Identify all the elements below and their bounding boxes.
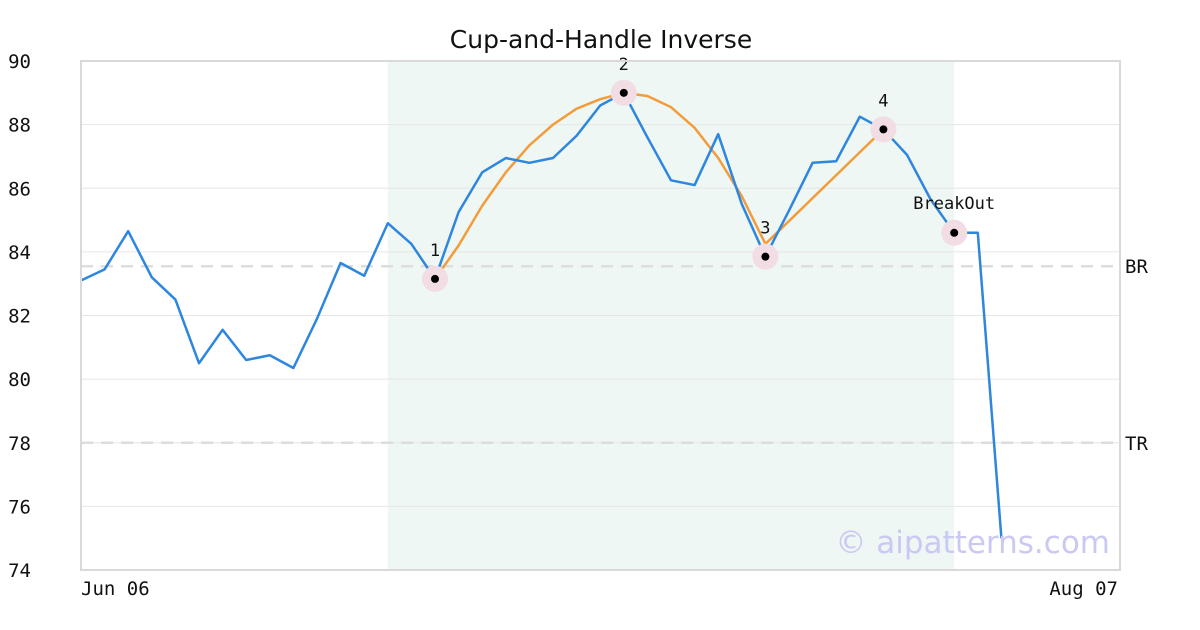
watermark: © aipatterns.com <box>835 525 1110 561</box>
y-tick-label: 84 <box>8 242 31 264</box>
y-tick-label: 76 <box>8 496 31 518</box>
pivot-label: 2 <box>619 55 629 75</box>
price-line <box>80 91 1003 539</box>
pivot-dot <box>761 252 770 261</box>
pivot-label: BreakOut <box>913 194 995 214</box>
y-tick-label: 88 <box>8 115 31 137</box>
pivot-dot <box>431 274 439 283</box>
reference-label-tr: TR <box>1125 433 1148 455</box>
x-tick-label: Jun 06 <box>81 578 150 600</box>
y-tick-label: 78 <box>8 433 31 455</box>
pivot-dot <box>950 228 959 237</box>
pivot-label: 3 <box>760 219 770 239</box>
y-tick-label: 90 <box>8 51 31 73</box>
y-tick-label: 86 <box>8 178 31 200</box>
y-tick-label: 82 <box>8 306 31 328</box>
reference-label-br: BR <box>1125 256 1148 278</box>
pivot-label: 1 <box>430 241 440 261</box>
x-tick-label: Aug 07 <box>1049 578 1118 600</box>
plot-frame <box>80 60 1121 571</box>
y-tick-label: 74 <box>8 560 31 582</box>
pivot-label: 4 <box>878 91 888 111</box>
y-tick-label: 80 <box>8 369 31 391</box>
chart-title: Cup-and-Handle Inverse <box>450 25 752 54</box>
pivot-dot <box>879 125 888 134</box>
pivot-dot <box>619 88 628 97</box>
